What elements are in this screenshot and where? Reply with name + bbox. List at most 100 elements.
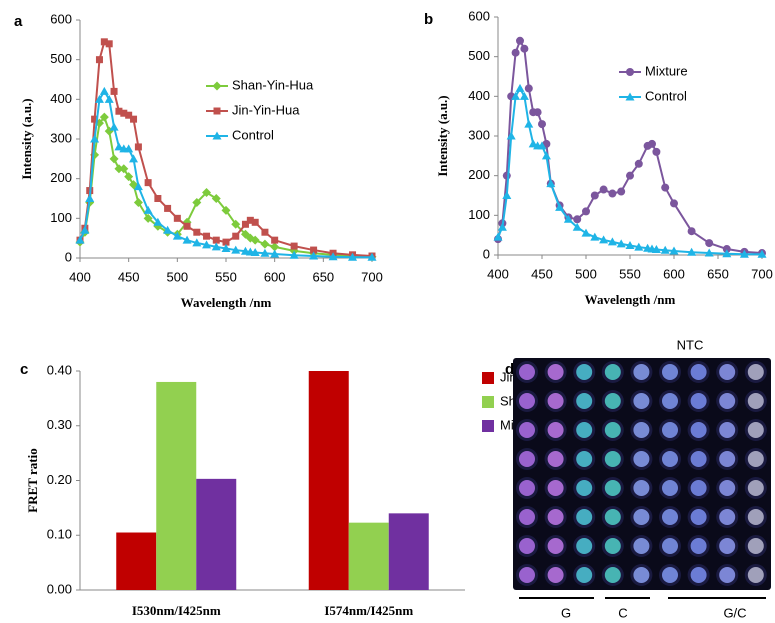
legend-swatch [482, 372, 494, 384]
marker [590, 232, 600, 241]
x-tick-label: 400 [69, 269, 91, 284]
well-glow [747, 567, 764, 583]
marker [212, 236, 220, 244]
y-tick-label: 600 [468, 8, 490, 23]
marker [260, 239, 270, 249]
well-glow [662, 509, 678, 525]
marker [739, 249, 749, 258]
marker [91, 115, 99, 123]
y-tick-label: 200 [50, 170, 72, 185]
marker [231, 245, 241, 254]
marker [130, 115, 138, 123]
well-glow [519, 480, 535, 496]
marker [154, 195, 162, 202]
well-glow [690, 451, 707, 467]
marker [555, 202, 565, 211]
marker [310, 246, 318, 254]
marker [124, 172, 134, 182]
well-glow [576, 480, 593, 496]
marker [75, 235, 85, 244]
marker [328, 252, 338, 261]
marker [660, 245, 670, 254]
bar [348, 522, 389, 590]
y-tick-label: 600 [50, 11, 72, 26]
marker [163, 225, 173, 234]
marker [582, 207, 590, 216]
marker [652, 147, 661, 156]
well-glow [747, 538, 764, 554]
y-tick-label: 0.00 [47, 581, 72, 596]
marker [511, 91, 521, 100]
well-glow [633, 422, 650, 438]
x-axis-title: Wavelength /nm [181, 295, 272, 310]
legend-marker [213, 107, 221, 115]
well-glow [690, 567, 707, 583]
well-glow [719, 567, 736, 583]
marker [270, 249, 280, 258]
x-tick-label: 600 [663, 266, 685, 281]
panel-label: a [14, 13, 23, 30]
x-tick-label: 600 [264, 269, 286, 284]
group-label: G/C [723, 605, 746, 620]
well-glow [719, 393, 736, 409]
y-tick-label: 400 [50, 91, 72, 106]
well-glow [576, 567, 593, 583]
legend-label: Shan-Yin-Hua [232, 77, 314, 92]
marker [133, 182, 143, 191]
marker [506, 131, 516, 140]
well-glow [633, 393, 650, 409]
marker [261, 228, 269, 236]
marker [493, 232, 503, 241]
marker [143, 213, 153, 223]
panel-label: b [424, 11, 433, 28]
marker [192, 238, 202, 247]
plate [513, 358, 771, 590]
y-tick-label: 0.30 [47, 417, 72, 432]
well-glow [690, 422, 707, 438]
marker [119, 164, 129, 174]
marker [309, 251, 319, 260]
legend-marker [625, 92, 635, 101]
marker [538, 120, 546, 129]
marker [241, 220, 249, 228]
well-glow [662, 480, 678, 496]
marker [85, 194, 95, 202]
marker [634, 159, 643, 168]
marker [502, 171, 511, 180]
marker [221, 243, 231, 252]
well-glow [576, 364, 593, 380]
well-glow [747, 364, 764, 380]
well-glow [747, 451, 764, 467]
marker [192, 197, 202, 207]
y-tick-label: 300 [50, 130, 72, 145]
well-glow [747, 422, 764, 438]
well-glow [633, 364, 650, 380]
marker [524, 84, 533, 93]
marker [124, 144, 134, 153]
well-glow [576, 393, 593, 409]
well-glow [547, 393, 564, 409]
marker [173, 214, 181, 222]
well-glow [633, 451, 650, 467]
well-glow [719, 538, 736, 554]
well-glow [547, 364, 564, 380]
well-glow [547, 567, 564, 583]
group-label: C [618, 605, 627, 620]
marker [670, 199, 678, 208]
well-glow [547, 422, 564, 438]
marker [608, 189, 617, 198]
marker [572, 222, 582, 231]
marker [129, 154, 139, 163]
well-glow [519, 451, 535, 467]
x-tick-label: 650 [707, 266, 729, 281]
marker [95, 56, 103, 64]
x-tick-label: 500 [575, 266, 597, 281]
marker [183, 222, 191, 230]
x-tick-label: 450 [118, 269, 140, 284]
marker [120, 109, 128, 117]
marker [99, 112, 109, 122]
well-glow [604, 538, 621, 554]
marker [289, 250, 299, 259]
well-glow [519, 567, 535, 583]
marker [634, 242, 644, 251]
